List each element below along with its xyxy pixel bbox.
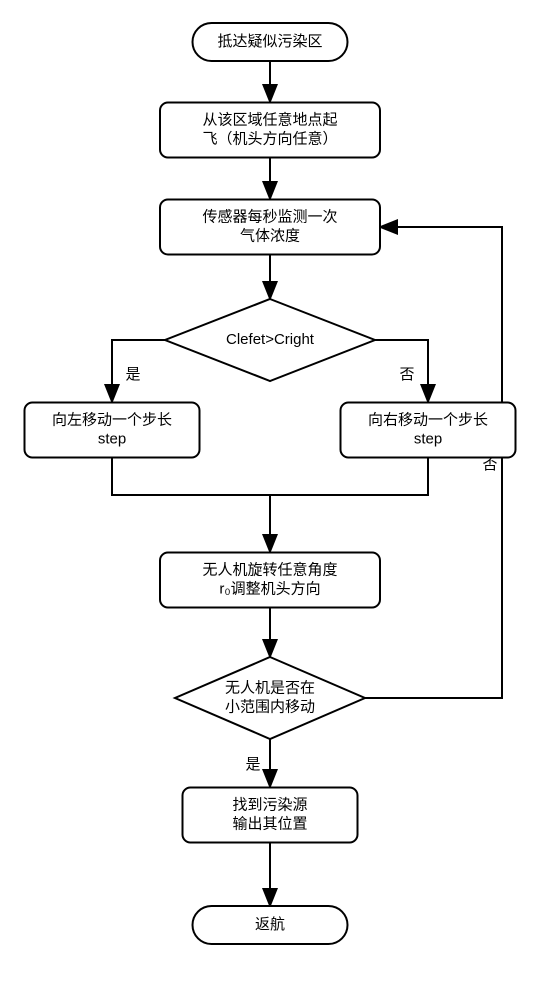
rotate-text-line-0: 无人机旋转任意角度 [202, 561, 337, 579]
edge-label-9: 是 [245, 756, 260, 773]
compare-text-line-0: Clefet>Cright [226, 331, 315, 348]
sensor-text-line-1: 气体浓度 [240, 227, 300, 244]
edge-label-10: 否 [482, 456, 497, 473]
small_range-text-line-0: 无人机是否在 [225, 680, 315, 697]
found-text-line-1: 输出其位置 [232, 815, 307, 832]
node-left_step: 向左移动一个步长step [25, 403, 200, 458]
small_range-text-line-1: 小范围内移动 [225, 698, 315, 715]
node-compare: Clefet>Cright [165, 299, 375, 381]
edge-10 [365, 227, 502, 698]
edge-6 [270, 458, 428, 495]
edge-5 [112, 458, 270, 495]
edge-label-4: 否 [399, 366, 414, 383]
node-right_step: 向右移动一个步长step [341, 403, 516, 458]
takeoff-text-line-1: 飞（机头方向任意） [202, 129, 337, 147]
left_step-text-line-1: step [98, 430, 126, 447]
node-takeoff: 从该区域任意地点起飞（机头方向任意） [160, 103, 380, 158]
edges-group: 是否是否 [112, 61, 502, 906]
found-text-line-0: 找到污染源 [232, 797, 307, 814]
node-small_range: 无人机是否在小范围内移动 [175, 657, 365, 739]
edge-label-3: 是 [125, 366, 140, 383]
right_step-text-line-0: 向右移动一个步长 [368, 412, 488, 429]
sensor-text-line-0: 传感器每秒监测一次 [202, 209, 337, 226]
right_step-text-line-1: step [414, 430, 442, 447]
node-rotate: 无人机旋转任意角度r₀调整机头方向 [160, 553, 380, 608]
rotate-text-line-1: r₀调整机头方向 [219, 580, 320, 597]
end-text-line-0: 返航 [255, 916, 285, 933]
node-start: 抵达疑似污染区 [193, 23, 348, 61]
node-end: 返航 [193, 906, 348, 944]
node-found: 找到污染源输出其位置 [183, 788, 358, 843]
node-sensor: 传感器每秒监测一次气体浓度 [160, 200, 380, 255]
start-text-line-0: 抵达疑似污染区 [217, 33, 322, 50]
takeoff-text-line-0: 从该区域任意地点起 [202, 111, 337, 129]
left_step-text-line-0: 向左移动一个步长 [52, 412, 172, 429]
